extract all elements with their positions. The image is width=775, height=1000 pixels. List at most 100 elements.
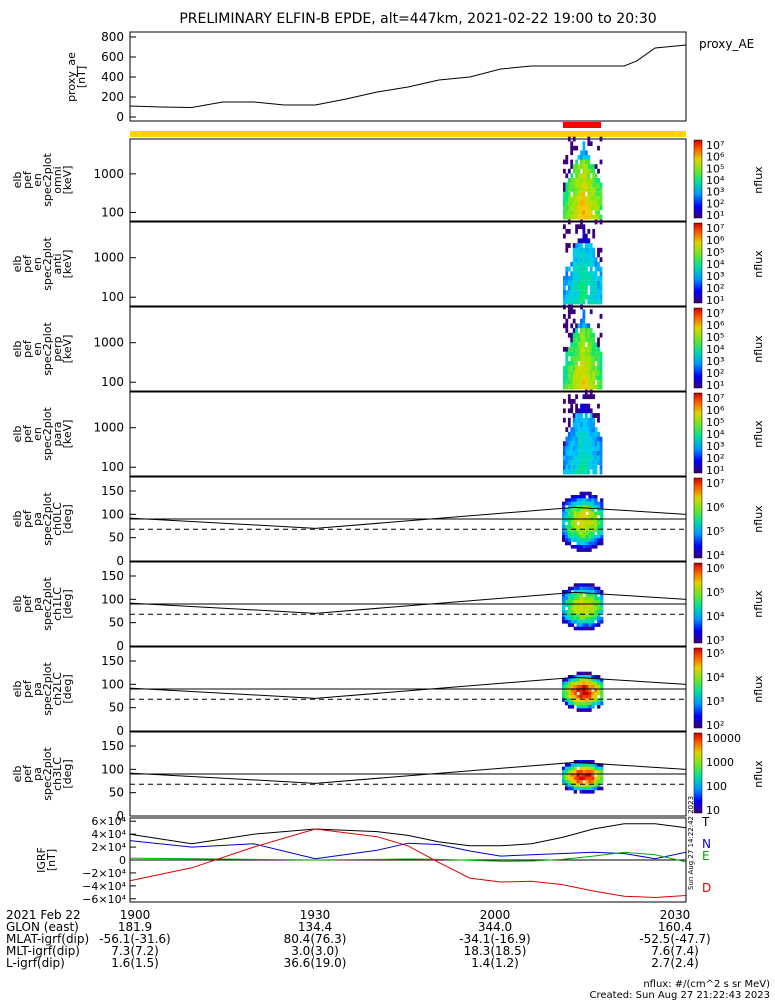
ch1LC-ytick-label: 0 — [116, 639, 124, 653]
para-cbar-tick: 10⁷ — [706, 392, 724, 405]
footer-value: 36.6(19.0) — [284, 956, 347, 970]
ch0LC-ylabel-2: pa — [31, 512, 44, 526]
perp-cbar-tick: 10⁵ — [706, 331, 724, 344]
units-note: nflux: #/(cm^2 s sr MeV) — [643, 979, 770, 990]
anti-ylabel-0: elb — [11, 256, 24, 273]
footer-value: 181.9 — [118, 920, 152, 934]
panel-anti: elbpefenspec2plotanti[keV]10⁷10⁶10⁵10⁴10… — [11, 219, 765, 307]
anti-ytick-label: 100 — [101, 290, 124, 304]
panel-perp: elbpefenspec2plotperp[keV]10⁷10⁶10⁵10⁴10… — [11, 304, 765, 392]
ch1LC-ylabel-1: pef — [21, 594, 34, 613]
ch2LC-ytick-label: 50 — [109, 701, 124, 715]
ch3LC-ytick-label: 100 — [101, 762, 124, 776]
footer-value: 160.4 — [658, 920, 692, 934]
ch3LC-ytick-label: 150 — [101, 739, 124, 753]
ch0LC-cbar-label: nflux — [752, 505, 765, 533]
para-colorbar — [693, 392, 703, 474]
omni-cbar-tick: 10² — [706, 197, 724, 210]
perp-ylabel-4: perp — [51, 336, 64, 361]
omni-colorbar — [693, 139, 703, 219]
footer-value: 1900 — [120, 908, 151, 922]
event-bar — [563, 122, 601, 128]
ae-ytick-label: 0 — [116, 110, 124, 124]
ch2LC-ylabel-5: [deg] — [61, 674, 74, 703]
footer-value: 344.0 — [478, 920, 512, 934]
perp-cbar-tick: 10¹ — [706, 379, 724, 392]
ch3LC-colorbar — [693, 732, 703, 814]
anti-ylabel-4: anti — [51, 253, 64, 274]
footer-value: 2030 — [660, 908, 691, 922]
para-cbar-tick: 10⁶ — [706, 404, 725, 417]
ch3LC-ytick-label: 50 — [109, 786, 124, 800]
perp-cbar-tick: 10⁴ — [706, 343, 725, 356]
anti-cbar-tick: 10² — [706, 282, 724, 295]
ch2LC-ylabel-0: elb — [11, 681, 24, 698]
ae-ytick-label: 200 — [101, 90, 124, 104]
footer-value: 1.6(1.5) — [111, 956, 159, 970]
anti-cbar-tick: 10³ — [706, 270, 724, 283]
anti-cbar-tick: 10⁴ — [706, 258, 725, 271]
ch0LC-colorbar — [693, 477, 703, 559]
omni-ylabel-1: pef — [21, 170, 34, 189]
ch1LC-ytick-label: 50 — [109, 616, 124, 630]
omni-cbar-tick: 10⁷ — [706, 139, 724, 152]
ch2LC-ytick-label: 150 — [101, 654, 124, 668]
ch1LC-ylabel-0: elb — [11, 596, 24, 613]
ch1LC-cbar-label: nflux — [752, 590, 765, 618]
para-cbar-label: nflux — [752, 420, 765, 448]
perp-cbar-label: nflux — [752, 335, 765, 363]
footer-value: 7.6(7.4) — [651, 944, 699, 958]
footer-value: 2000 — [480, 908, 511, 922]
ch1LC-cbar-tick: 10⁵ — [706, 586, 724, 599]
igrf-series-T — [129, 823, 687, 847]
ch2LC-cbar-tick: 10⁵ — [706, 647, 724, 660]
perp-cbar-tick: 10³ — [706, 355, 724, 368]
ch0LC-cbar-tick: 10⁷ — [706, 477, 724, 490]
para-ylabel-4: para — [51, 422, 64, 447]
ch1LC-cbar-tick: 10³ — [706, 634, 724, 647]
footer-value: 7.3(7.2) — [111, 944, 159, 958]
ch0LC-ytick-label: 150 — [101, 484, 124, 498]
igrf-ytick-label: −6×10⁴ — [82, 893, 126, 906]
ch0LC-ytick-label: 50 — [109, 531, 124, 545]
chart-title: PRELIMINARY ELFIN-B EPDE, alt=447km, 202… — [179, 11, 656, 27]
footer-value: 134.4 — [298, 920, 332, 934]
anti-ytick-label: 1000 — [93, 251, 124, 265]
ch3LC-ylabel-3: spec2plot — [41, 747, 54, 801]
ch3LC-ylabel-1: pef — [21, 764, 34, 783]
anti-cbar-tick: 10⁵ — [706, 246, 724, 259]
omni-ylabel-4: omni — [51, 166, 64, 193]
ch2LC-cbar-tick: 10² — [706, 719, 724, 732]
ch2LC-ytick-label: 100 — [101, 677, 124, 691]
omni-cbar-tick: 10⁴ — [706, 174, 725, 187]
footer-value: 3.0(3.0) — [291, 944, 339, 958]
ch0LC-cbar-tick: 10⁵ — [706, 525, 724, 538]
proxy-ae-legend: proxy_AE — [699, 37, 754, 51]
ch3LC-cbar-tick: 10 — [706, 804, 720, 817]
para-ylabel-5: [keV] — [61, 420, 74, 449]
omni-ylabel-0: elb — [11, 172, 24, 189]
perp-ylabel-0: elb — [11, 341, 24, 358]
proxy-ae-line — [129, 44, 687, 109]
footer-value: -56.1(-31.6) — [99, 932, 170, 946]
ch0LC-ylabel-1: pef — [21, 509, 34, 528]
footer-value: -52.5(-47.7) — [639, 932, 710, 946]
footer-value: 1.4(1.2) — [471, 956, 519, 970]
ch0LC-ylabel-5: [deg] — [61, 504, 74, 533]
ch2LC-ylabel-3: spec2plot — [41, 662, 54, 716]
igrf-legend-E: E — [702, 849, 710, 863]
ch3LC-cbar-tick: 1000 — [706, 756, 734, 769]
igrf-legend-D: D — [702, 881, 711, 895]
ch1LC-ylabel-4: ch1LC — [51, 587, 64, 621]
footer-row-label: MLT-igrf(dip) — [6, 944, 80, 958]
footer-row-label: L-igrf(dip) — [6, 956, 65, 970]
perp-ylabel-2: en — [31, 342, 44, 356]
footer-row-label: MLAT-igrf(dip) — [6, 932, 89, 946]
ch2LC-cbar-label: nflux — [752, 675, 765, 703]
anti-ylabel-1: pef — [21, 254, 34, 273]
para-cbar-tick: 10² — [706, 452, 724, 465]
perp-cbar-tick: 10² — [706, 367, 724, 380]
omni-ylabel-5: [keV] — [61, 166, 74, 195]
